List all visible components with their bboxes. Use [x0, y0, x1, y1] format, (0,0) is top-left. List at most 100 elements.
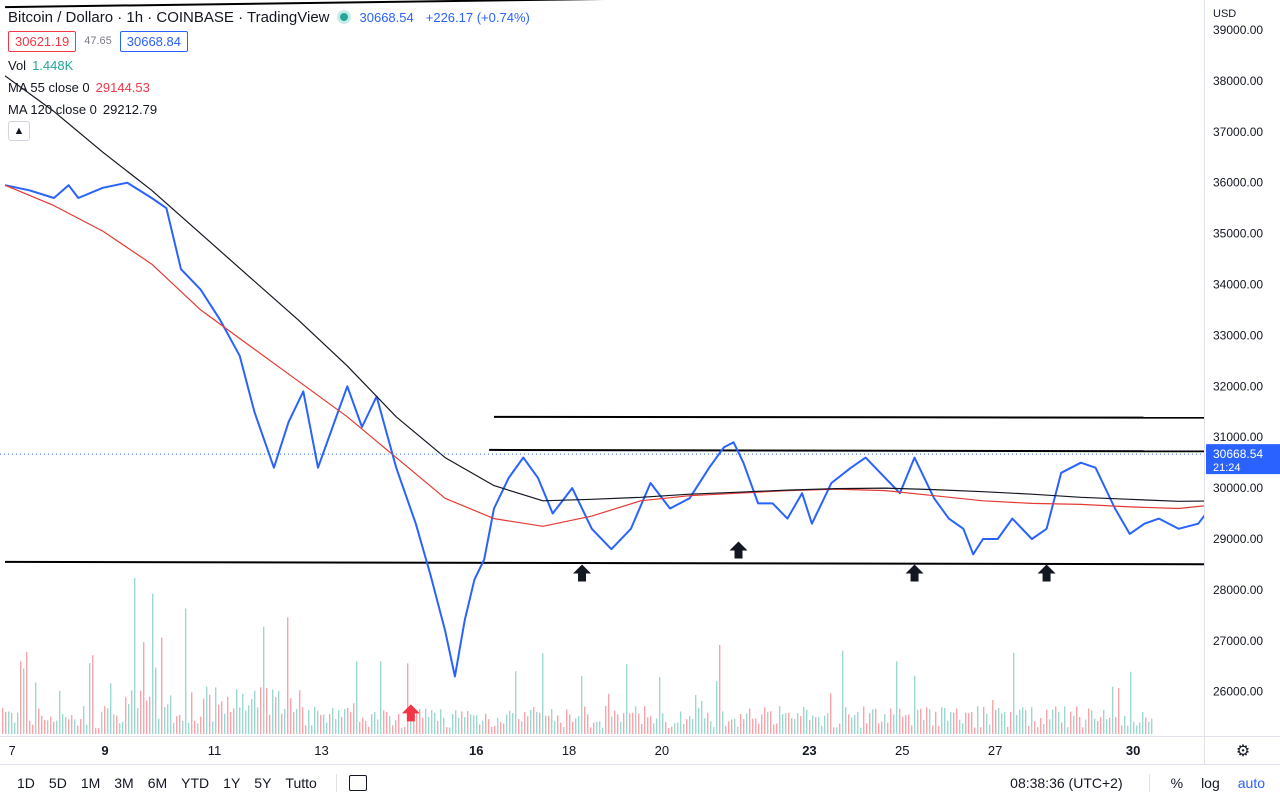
- price-change-text: +226.17 (+0.74%): [425, 9, 530, 25]
- volume-bar: [188, 722, 190, 734]
- volume-bar: [488, 719, 490, 734]
- volume-bar: [143, 642, 145, 734]
- legend-ma55-row[interactable]: MA 55 close 0 29144.53: [8, 76, 530, 98]
- chevron-up-icon[interactable]: ▲: [8, 121, 30, 141]
- gear-icon[interactable]: ⚙: [1204, 736, 1280, 765]
- volume-bar: [113, 714, 115, 734]
- volume-bar: [215, 687, 217, 734]
- range-5y-button[interactable]: 5Y: [254, 775, 272, 791]
- price-tick-label: 36000.00: [1213, 176, 1263, 190]
- volume-bar: [809, 720, 811, 734]
- volume-bar: [1079, 717, 1081, 734]
- range-all-button[interactable]: Tutto: [285, 775, 317, 791]
- currency-label[interactable]: USD: [1213, 8, 1236, 20]
- volume-bar: [797, 713, 799, 734]
- ma120-label: MA 120 close 0: [8, 101, 97, 117]
- volume-bar: [908, 714, 910, 734]
- volume-bar: [299, 690, 301, 734]
- volume-label: Vol: [8, 57, 27, 73]
- drawing-tools[interactable]: [4, 0, 1204, 722]
- bid-ask-row: 30621.19 47.65 30668.84: [8, 28, 530, 54]
- price-axis[interactable]: USD 39000.00 38000.00 37000.00 36000.00 35000…: [1204, 0, 1280, 736]
- volume-bar: [236, 689, 238, 734]
- volume-bar: [863, 706, 865, 734]
- legend-ma120-row[interactable]: MA 120 close 0 29212.79: [8, 98, 530, 120]
- volume-bar: [350, 712, 352, 734]
- volume-bar: [1007, 726, 1009, 734]
- volume-bar: [254, 690, 256, 734]
- volume-bar: [635, 706, 637, 734]
- volume-bar: [269, 714, 271, 734]
- price-tick-label: 39000.00: [1213, 23, 1263, 37]
- volume-bar: [941, 707, 943, 734]
- volume-bar: [680, 711, 682, 734]
- range-ytd-button[interactable]: YTD: [181, 775, 210, 791]
- volume-bar: [50, 716, 52, 734]
- price-chart[interactable]: [0, 0, 1204, 736]
- volume-bar: [806, 709, 808, 734]
- volume-bar: [752, 718, 754, 734]
- volume-bar: [1112, 686, 1114, 734]
- volume-bar: [1127, 725, 1129, 734]
- chart-pane[interactable]: Bitcoin / Dollaro · 1h · COINBASE · Trad…: [0, 0, 1204, 736]
- volume-bar: [959, 719, 961, 734]
- range-3m-button[interactable]: 3M: [114, 775, 134, 791]
- trend-line[interactable]: [4, 0, 758, 9]
- trend-line[interactable]: [4, 560, 1204, 566]
- symbol-title[interactable]: Bitcoin / Dollaro · 1h · COINBASE · Trad…: [8, 8, 330, 26]
- right-tools: 08:38:36 (UTC+2) % log auto: [1010, 774, 1280, 792]
- volume-bar: [107, 708, 109, 734]
- clock-timezone[interactable]: 08:38:36 (UTC+2): [1010, 775, 1123, 791]
- volume-bar: [431, 710, 433, 734]
- auto-scale-toggle[interactable]: auto: [1237, 775, 1265, 791]
- volume-bar: [17, 712, 19, 734]
- volume-bar: [842, 650, 844, 734]
- range-6m-button[interactable]: 6M: [147, 775, 168, 791]
- horizontal-resistance-line[interactable]: [493, 415, 1204, 419]
- volume-bar: [338, 710, 340, 734]
- percent-scale-toggle[interactable]: %: [1170, 775, 1184, 791]
- volume-bar: [110, 683, 112, 734]
- volume-bar: [230, 712, 232, 734]
- volume-bar: [356, 661, 358, 734]
- volume-bar: [359, 721, 361, 734]
- time-axis[interactable]: 7 9 11 13 16 18 20 23 25 27 30: [0, 736, 1204, 765]
- volume-bar: [722, 711, 724, 734]
- volume-bar: [365, 720, 367, 734]
- legend-volume-row[interactable]: Vol 1.448K: [8, 54, 530, 76]
- volume-bar: [509, 710, 511, 734]
- range-5d-button[interactable]: 5D: [48, 775, 67, 791]
- volume-bar: [449, 727, 451, 734]
- volume-bar: [227, 696, 229, 734]
- up-arrow-marker[interactable]: [1037, 564, 1056, 582]
- volume-bar: [506, 714, 508, 734]
- up-arrow-marker[interactable]: [401, 704, 420, 722]
- volume-bar: [218, 704, 220, 734]
- volume-bar: [497, 717, 499, 734]
- up-arrow-marker[interactable]: [729, 541, 748, 559]
- volume-bar: [527, 716, 529, 734]
- toolbar-divider: [1148, 774, 1150, 792]
- volume-bar: [641, 723, 643, 734]
- volume-bar: [380, 661, 382, 734]
- volume-bar: [101, 711, 103, 734]
- calendar-icon[interactable]: [348, 775, 367, 791]
- range-1d-button[interactable]: 1D: [17, 775, 35, 791]
- buy-price-button[interactable]: 30668.84: [119, 30, 188, 52]
- volume-bar: [290, 698, 292, 734]
- range-1m-button[interactable]: 1M: [80, 775, 101, 791]
- range-1y-button[interactable]: 1Y: [223, 775, 241, 791]
- volume-bar: [317, 710, 319, 734]
- up-arrow-marker[interactable]: [573, 564, 592, 582]
- volume-bar: [485, 713, 487, 734]
- volume-bar: [179, 714, 181, 734]
- sell-price-button[interactable]: 30621.19: [8, 30, 77, 52]
- volume-bar: [296, 708, 298, 734]
- up-arrow-marker[interactable]: [905, 564, 924, 582]
- volume-bar: [1130, 671, 1132, 734]
- up-arrow-shape: [1037, 564, 1056, 582]
- horizontal-resistance-line[interactable]: [489, 448, 1204, 453]
- log-scale-toggle[interactable]: log: [1201, 775, 1220, 791]
- volume-bar: [173, 722, 175, 734]
- volume-bar: [368, 726, 370, 734]
